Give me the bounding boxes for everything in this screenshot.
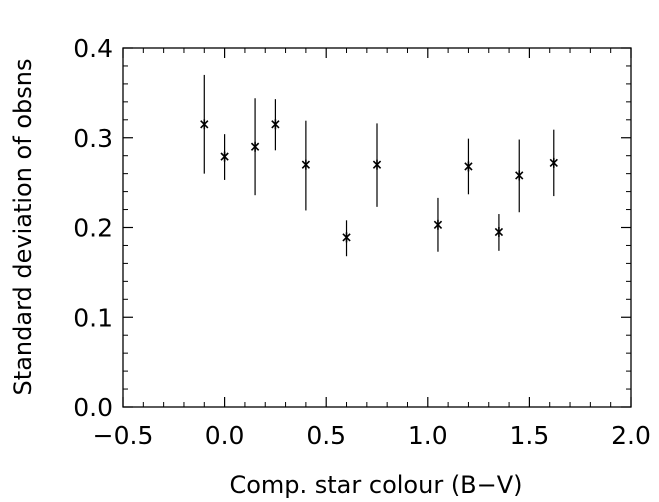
x-tick-label: 0.5: [306, 421, 346, 450]
y-tick-label: 0.1: [73, 303, 113, 332]
x-tick-label: 1.0: [408, 421, 448, 450]
data-point: [301, 159, 311, 170]
data-point: [250, 141, 260, 152]
y-tick-label: 0.0: [73, 393, 113, 422]
y-tick-label: 0.2: [73, 214, 113, 243]
data-point: [549, 157, 558, 168]
data-markers: [200, 119, 558, 243]
x-axis-title: Comp. star colour (B−V): [229, 471, 522, 499]
data-point: [372, 159, 382, 170]
data-point: [494, 226, 504, 237]
x-tick-label: 2.0: [611, 421, 651, 450]
data-point: [271, 119, 280, 130]
minor-ticks: [123, 48, 631, 407]
data-point: [200, 119, 209, 130]
data-point: [342, 232, 351, 243]
x-tick-label: 1.5: [510, 421, 550, 450]
data-point: [464, 161, 473, 172]
major-ticks: [122, 47, 632, 408]
data-point: [220, 151, 229, 162]
y-tick-label: 0.3: [73, 124, 113, 153]
x-tick-label: −0.5: [93, 421, 154, 450]
y-tick-label: 0.4: [73, 34, 113, 63]
data-point: [433, 219, 443, 230]
y-axis-title: Standard deviation of obsns: [9, 59, 37, 396]
data-point: [515, 170, 524, 181]
y-tick-labels: 0.0 0.1 0.2 0.3 0.4: [73, 34, 113, 422]
x-tick-label: 0.0: [205, 421, 245, 450]
x-tick-labels: −0.5 0.0 0.5 1.0 1.5 2.0: [93, 421, 651, 450]
plot-frame: [122, 47, 632, 408]
